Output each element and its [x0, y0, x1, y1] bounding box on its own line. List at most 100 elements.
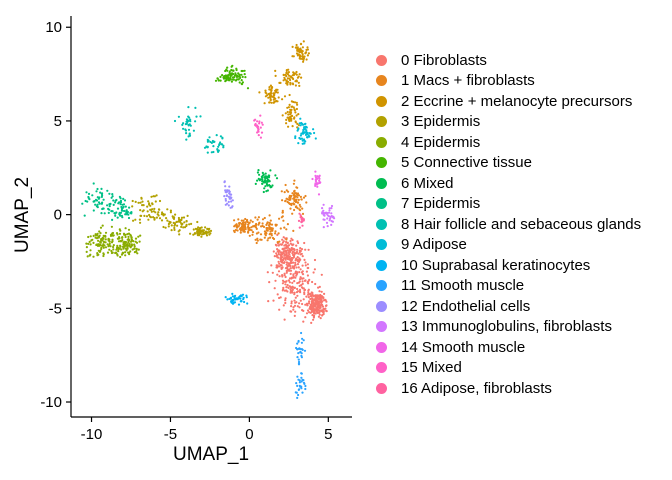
data-point: [109, 203, 112, 206]
data-point: [263, 230, 266, 233]
data-point: [275, 177, 279, 180]
data-point: [292, 229, 295, 232]
data-point: [302, 55, 305, 58]
data-point: [299, 291, 302, 294]
data-point: [323, 218, 326, 221]
data-point: [298, 251, 301, 254]
data-point: [269, 84, 272, 87]
data-point: [192, 129, 195, 132]
data-point: [224, 185, 227, 188]
legend-color-dot: [376, 95, 387, 107]
data-point: [287, 262, 290, 265]
data-point: [302, 381, 306, 384]
data-point: [264, 232, 267, 235]
data-point: [299, 205, 302, 208]
data-point: [295, 291, 299, 294]
data-point: [326, 214, 329, 217]
data-point: [179, 220, 182, 223]
legend-color-dot: [376, 157, 387, 169]
data-point: [287, 279, 290, 282]
data-point: [291, 247, 294, 250]
data-point: [274, 74, 277, 77]
data-point: [294, 301, 297, 304]
data-point: [298, 306, 301, 309]
data-point: [151, 208, 154, 211]
legend-color-dot: [376, 136, 387, 148]
data-point: [88, 240, 91, 243]
data-point: [254, 182, 257, 185]
data-point: [296, 287, 299, 291]
data-point: [227, 195, 230, 198]
data-point: [297, 266, 300, 269]
data-point: [99, 232, 102, 235]
data-point: [290, 300, 293, 303]
data-point: [242, 298, 245, 301]
data-point: [228, 190, 231, 193]
data-point: [314, 296, 317, 299]
data-point: [224, 74, 227, 77]
data-point: [310, 321, 313, 324]
legend-label: 4 Epidermis: [401, 133, 481, 151]
data-point: [169, 209, 172, 212]
data-point: [293, 291, 296, 294]
data-point: [274, 174, 277, 177]
data-point: [292, 83, 295, 86]
data-point: [292, 306, 295, 309]
data-point: [239, 231, 242, 234]
data-point: [316, 185, 319, 188]
data-point: [286, 290, 289, 293]
data-point: [312, 271, 315, 274]
data-point: [300, 248, 304, 251]
data-point: [298, 388, 301, 391]
data-point: [303, 241, 306, 245]
data-point: [299, 55, 302, 58]
data-point: [310, 311, 313, 314]
data-point: [278, 275, 281, 278]
data-point: [107, 238, 110, 241]
data-point: [315, 307, 319, 310]
data-point: [285, 118, 288, 121]
data-point: [285, 228, 288, 231]
data-point: [244, 228, 247, 231]
data-point: [286, 73, 290, 76]
data-point: [92, 182, 95, 185]
data-point: [285, 197, 288, 200]
data-point: [318, 174, 321, 177]
data-point: [284, 112, 287, 115]
data-point: [306, 48, 309, 51]
data-point: [238, 75, 241, 78]
data-point: [270, 223, 274, 226]
data-point: [306, 309, 310, 312]
data-point: [276, 88, 279, 91]
data-point: [298, 249, 301, 252]
data-point: [224, 296, 227, 299]
data-point: [294, 120, 297, 123]
data-point: [305, 130, 308, 133]
data-point: [89, 243, 92, 246]
data-point: [295, 244, 298, 247]
data-point: [277, 232, 280, 235]
data-point: [292, 77, 295, 81]
data-point: [101, 244, 104, 247]
data-point: [270, 264, 273, 267]
data-point: [274, 89, 277, 92]
data-point: [215, 134, 218, 137]
data-point: [284, 301, 287, 305]
data-point: [268, 214, 271, 217]
data-point: [198, 232, 201, 235]
data-point: [305, 201, 308, 204]
data-point: [260, 131, 264, 134]
legend-label: 15 Mixed: [401, 359, 462, 377]
data-point: [298, 203, 301, 206]
data-point: [292, 266, 295, 269]
data-point: [294, 111, 297, 114]
data-point: [310, 301, 313, 304]
data-point: [102, 252, 105, 255]
data-point: [127, 241, 130, 244]
data-point: [284, 73, 287, 76]
data-point: [122, 251, 125, 255]
data-point: [240, 226, 243, 229]
data-point: [241, 69, 244, 73]
data-point: [108, 205, 111, 208]
data-point: [275, 255, 278, 258]
